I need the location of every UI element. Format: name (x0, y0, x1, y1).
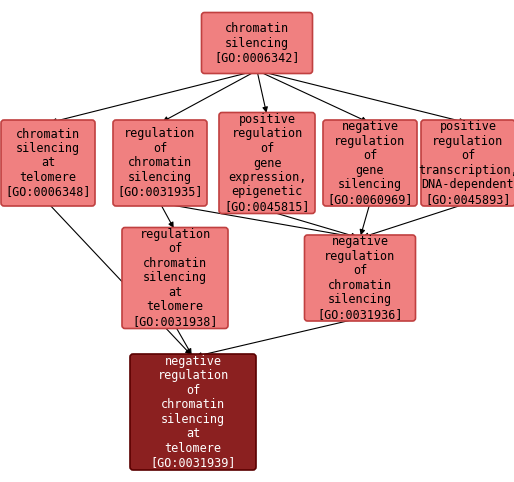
FancyBboxPatch shape (304, 235, 415, 321)
Text: negative
regulation
of
chromatin
silencing
at
telomere
[GO:0031939]: negative regulation of chromatin silenci… (150, 355, 236, 469)
Text: positive
regulation
of
transcription,
DNA-dependent
[GO:0045893]: positive regulation of transcription, DN… (418, 120, 514, 206)
FancyBboxPatch shape (113, 120, 207, 206)
Text: positive
regulation
of
gene
expression,
epigenetic
[GO:0045815]: positive regulation of gene expression, … (224, 113, 310, 213)
FancyBboxPatch shape (201, 13, 313, 73)
FancyBboxPatch shape (130, 354, 256, 470)
Text: regulation
of
chromatin
silencing
at
telomere
[GO:0031938]: regulation of chromatin silencing at tel… (132, 228, 218, 328)
FancyBboxPatch shape (323, 120, 417, 206)
FancyBboxPatch shape (219, 112, 315, 214)
FancyBboxPatch shape (1, 120, 95, 206)
Text: negative
regulation
of
gene
silencing
[GO:0060969]: negative regulation of gene silencing [G… (327, 120, 413, 206)
FancyBboxPatch shape (122, 228, 228, 329)
Text: chromatin
silencing
at
telomere
[GO:0006348]: chromatin silencing at telomere [GO:0006… (5, 128, 91, 199)
FancyBboxPatch shape (421, 120, 514, 206)
Text: chromatin
silencing
[GO:0006342]: chromatin silencing [GO:0006342] (214, 22, 300, 64)
Text: negative
regulation
of
chromatin
silencing
[GO:0031936]: negative regulation of chromatin silenci… (317, 235, 403, 321)
Text: regulation
of
chromatin
silencing
[GO:0031935]: regulation of chromatin silencing [GO:00… (117, 128, 203, 199)
